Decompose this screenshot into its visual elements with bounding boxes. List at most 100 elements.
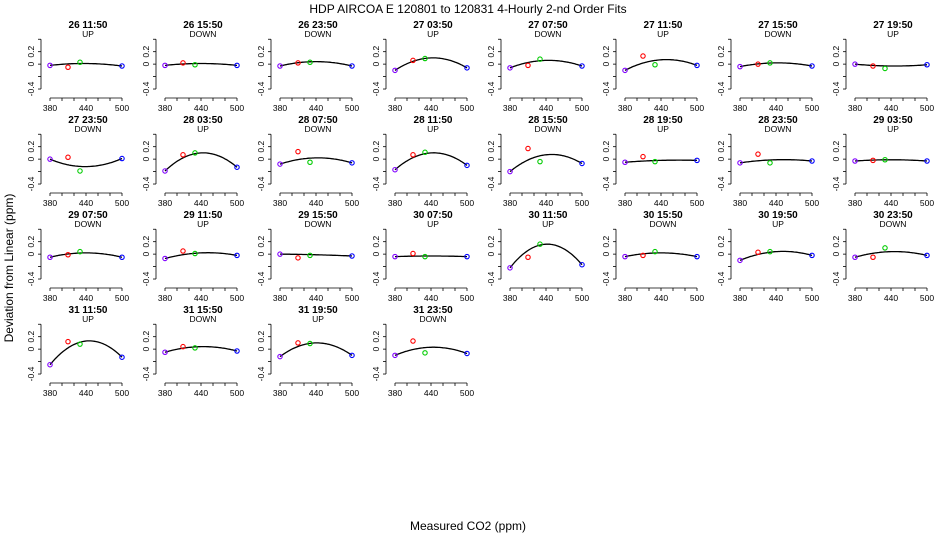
y-tick-label: -0.4 <box>26 271 36 286</box>
data-point <box>737 160 743 166</box>
fit-curve <box>164 62 238 67</box>
panel-title: 29 11:50 <box>184 210 223 221</box>
panel-direction: DOWN <box>650 219 677 229</box>
x-axis: 380 440 500 <box>733 192 819 208</box>
data-point <box>640 53 646 59</box>
panel-title: 30 15:50 <box>643 210 683 221</box>
data-point <box>295 60 301 66</box>
data-point <box>295 340 301 346</box>
data-point <box>307 59 313 66</box>
y-tick-label: 0.2 <box>716 46 726 58</box>
y-tick-label: 0.2 <box>716 141 726 153</box>
data-point <box>349 352 355 359</box>
fit-curve <box>509 153 583 173</box>
y-tick-label: 0.2 <box>141 46 151 58</box>
data-point <box>307 252 313 259</box>
y-tick-label: 0.2 <box>371 46 381 58</box>
data-point <box>192 250 198 257</box>
y-axis: -0.4 0 0.2 <box>486 133 502 191</box>
x-tick-label: 440 <box>424 103 438 113</box>
x-tick-label: 380 <box>503 293 517 303</box>
data-point <box>392 352 398 359</box>
x-tick-label: 440 <box>654 293 668 303</box>
panel-direction: DOWN <box>305 124 332 134</box>
y-axis: -0.4 0 0.2 <box>831 228 847 286</box>
panel-title: 26 23:50 <box>298 20 338 31</box>
x-tick-label: 500 <box>920 103 934 113</box>
data-point <box>640 252 646 259</box>
y-tick-label: 0.2 <box>141 331 151 343</box>
x-tick-label: 440 <box>769 103 783 113</box>
data-point <box>234 62 240 69</box>
y-tick-label: 0 <box>716 157 726 162</box>
panel-title: 30 23:50 <box>873 210 913 221</box>
data-point <box>392 253 398 260</box>
data-point <box>924 252 930 259</box>
panel-direction: UP <box>427 219 439 229</box>
panel-direction: DOWN <box>75 219 102 229</box>
y-tick-label: -0.4 <box>716 176 726 191</box>
panel-title: 28 23:50 <box>758 115 798 126</box>
data-point <box>507 65 513 71</box>
x-axis: 380 440 500 <box>388 382 474 398</box>
y-tick-label: -0.4 <box>256 176 266 191</box>
y-axis: -0.4 0 0.2 <box>831 133 847 191</box>
fit-curve <box>279 60 353 67</box>
x-axis: 380 440 500 <box>848 287 934 303</box>
y-tick-label: 0 <box>256 157 266 162</box>
x-axis: 380 440 500 <box>503 192 589 208</box>
x-tick-label: 380 <box>158 293 172 303</box>
x-axis: 380 440 500 <box>618 97 704 113</box>
x-axis: 380 440 500 <box>848 192 934 208</box>
data-point <box>767 248 773 255</box>
x-tick-label: 440 <box>194 388 208 398</box>
data-point <box>410 57 416 64</box>
x-tick-label: 500 <box>460 388 474 398</box>
panel-title: 26 15:50 <box>183 20 223 31</box>
data-point <box>809 158 815 164</box>
panel-direction: DOWN <box>190 314 217 324</box>
y-tick-label: 0.2 <box>256 236 266 248</box>
y-axis: -0.4 0 0.2 <box>141 38 157 96</box>
data-point <box>464 162 470 169</box>
data-point <box>65 252 71 258</box>
x-axis: 380 440 500 <box>388 97 474 113</box>
y-axis: -0.4 0 0.2 <box>716 133 732 191</box>
panel-title: 27 03:50 <box>413 20 453 31</box>
fit-curve <box>49 340 123 366</box>
data-point <box>809 252 815 259</box>
y-axis: -0.4 0 0.2 <box>831 38 847 96</box>
data-point <box>277 63 283 69</box>
fit-curve <box>739 62 813 68</box>
y-tick-label: -0.4 <box>26 81 36 96</box>
y-axis: -0.4 0 0.2 <box>256 228 272 286</box>
y-tick-label: 0.2 <box>486 236 496 248</box>
y-tick-label: 0.2 <box>601 236 611 248</box>
y-tick-label: -0.4 <box>141 366 151 381</box>
data-point <box>410 338 416 344</box>
x-axis: 380 440 500 <box>273 97 359 113</box>
fit-curve <box>394 346 468 356</box>
x-tick-label: 500 <box>575 293 589 303</box>
data-point <box>192 345 198 351</box>
y-tick-label: 0.2 <box>831 141 841 153</box>
y-axis: -0.4 0 0.2 <box>486 38 502 96</box>
x-tick-label: 500 <box>230 293 244 303</box>
data-point <box>277 161 283 167</box>
fit-curve <box>395 255 467 258</box>
x-tick-label: 380 <box>43 293 57 303</box>
x-axis: 380 440 500 <box>618 192 704 208</box>
y-tick-label: -0.4 <box>141 271 151 286</box>
panel-title: 27 07:50 <box>528 20 568 31</box>
y-tick-label: 0 <box>141 157 151 162</box>
fit-curve <box>854 159 928 162</box>
y-tick-label: 0 <box>256 252 266 257</box>
